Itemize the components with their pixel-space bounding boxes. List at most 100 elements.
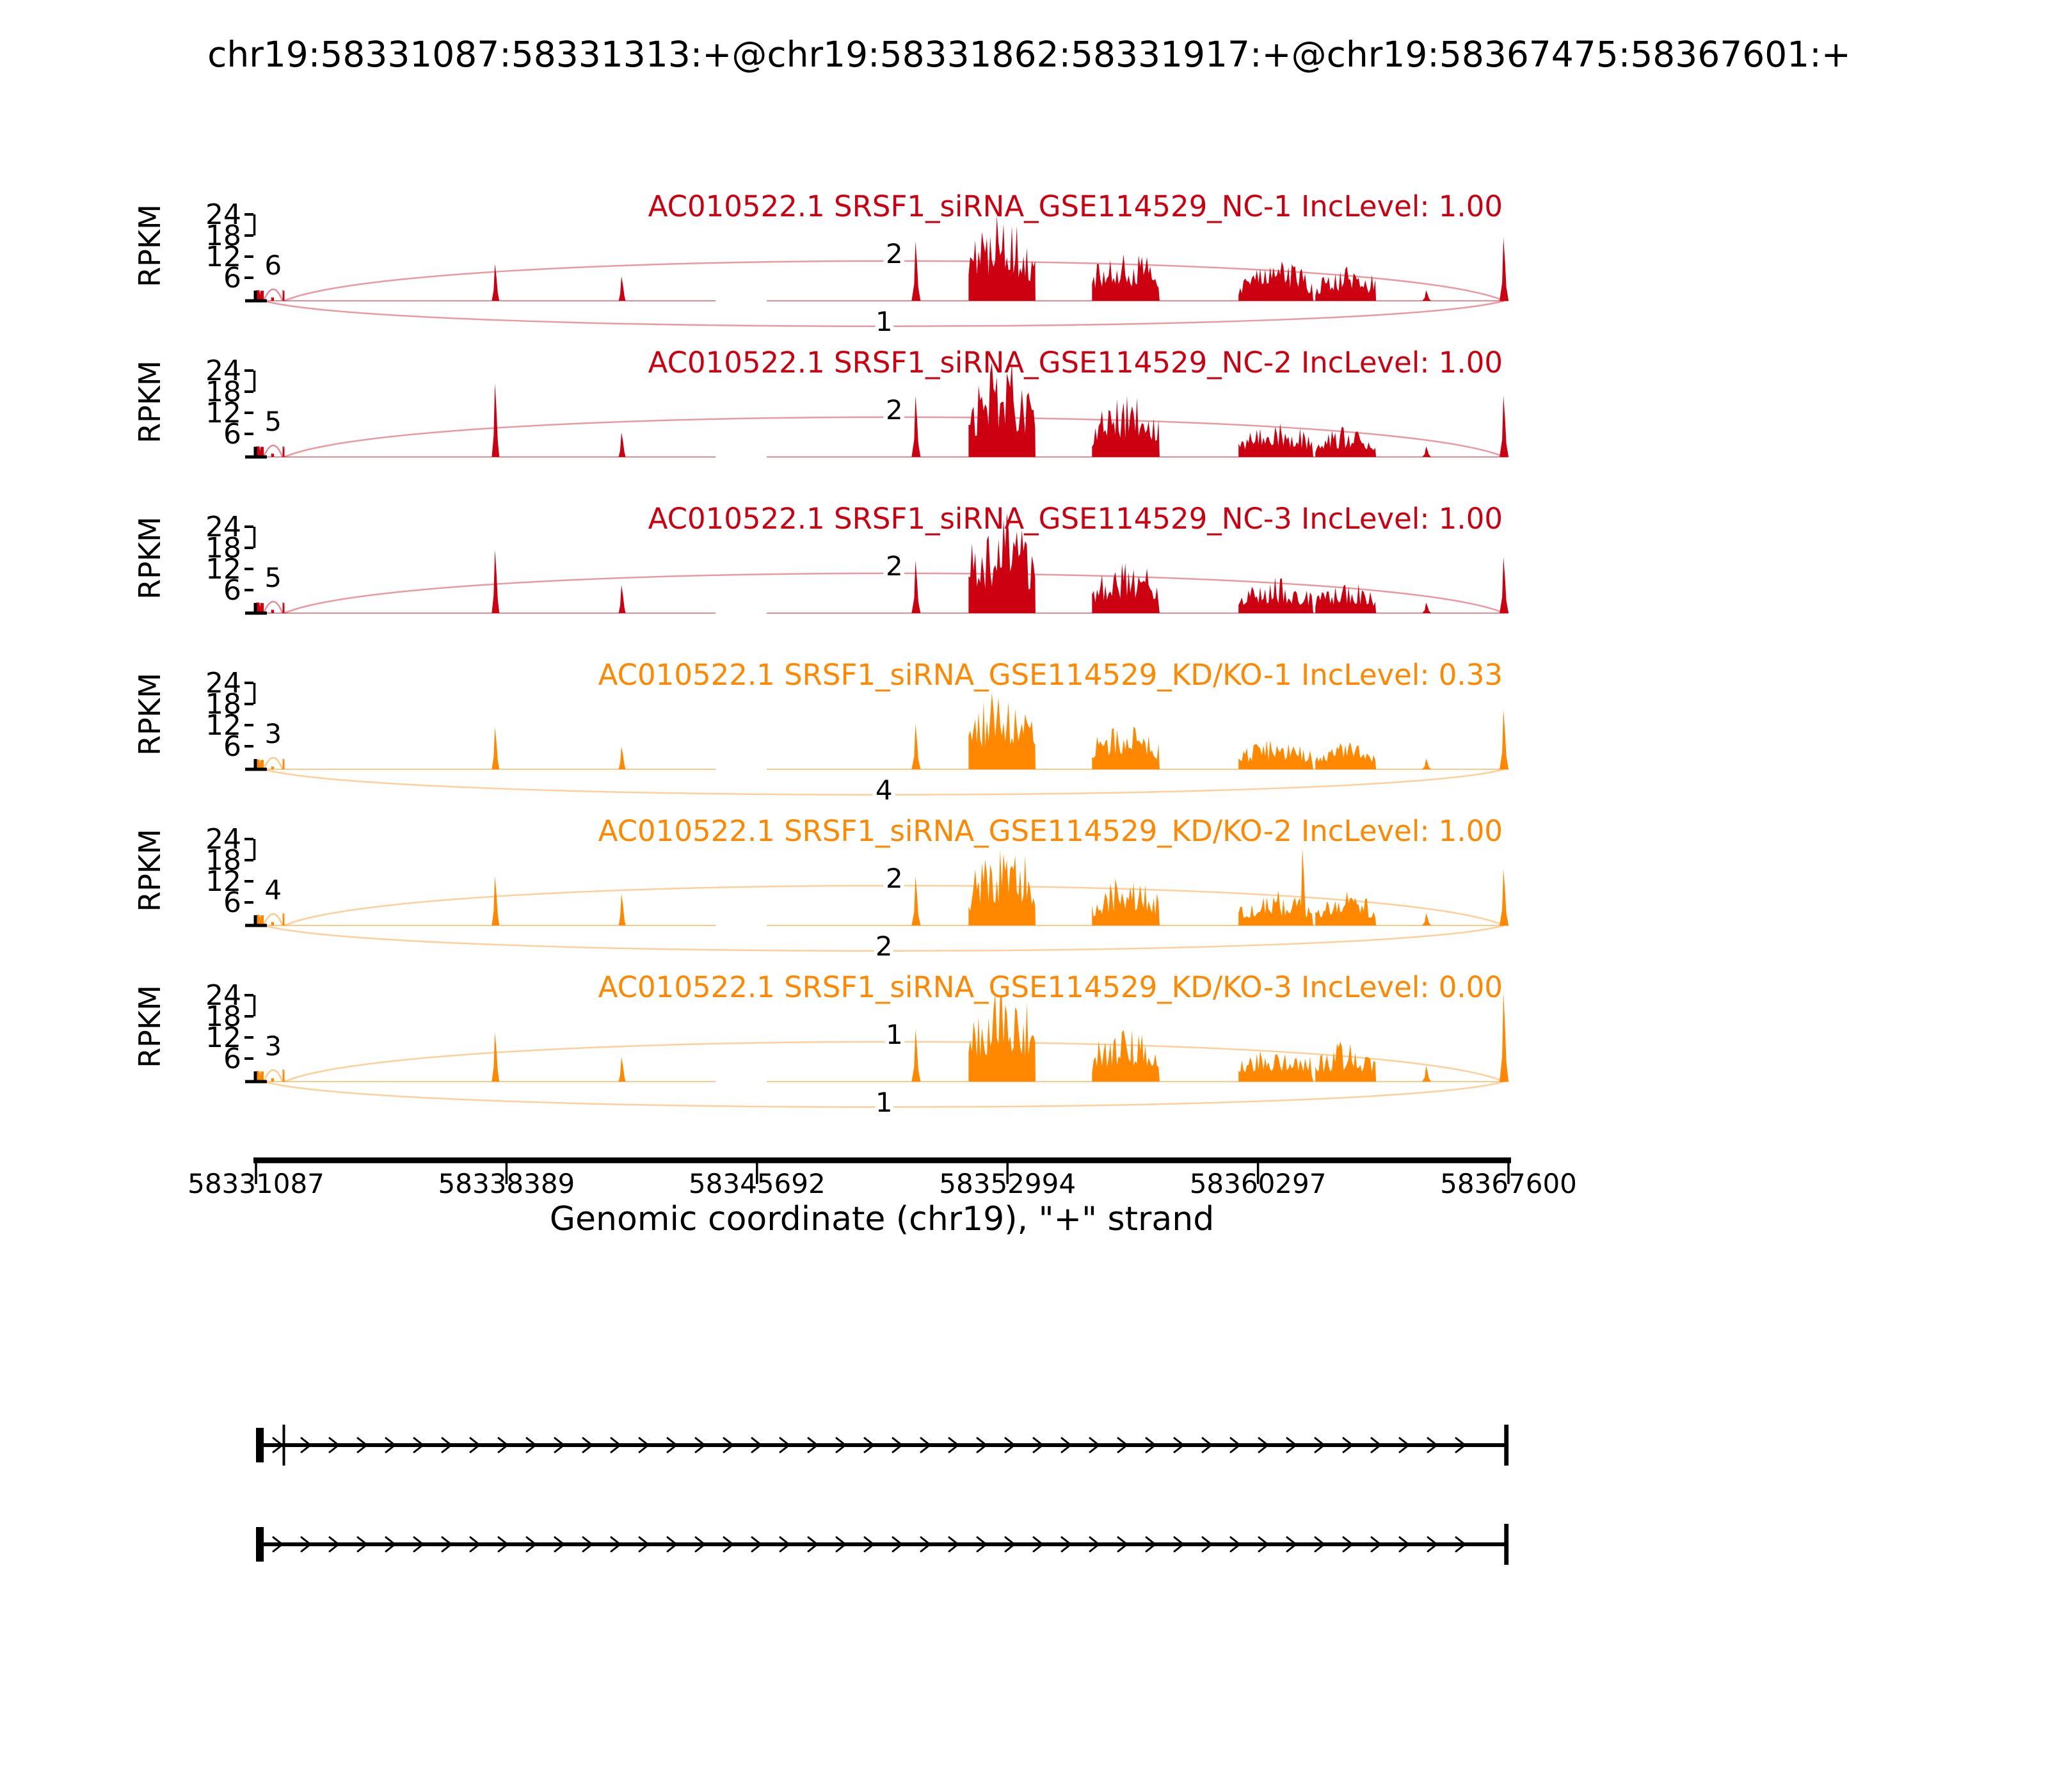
strand-arrow-icon — [835, 1543, 847, 1553]
strand-arrow-icon — [610, 1536, 621, 1546]
strand-arrow-icon — [1455, 1437, 1466, 1446]
y-tick-label: 24 — [205, 511, 241, 543]
strand-arrow-icon — [1370, 1536, 1382, 1546]
strand-arrow-icon — [497, 1444, 509, 1453]
strand-arrow-icon — [920, 1543, 931, 1553]
strand-arrow-icon — [328, 1543, 340, 1553]
strand-arrow-icon — [356, 1543, 368, 1553]
strand-arrow-icon — [920, 1444, 931, 1453]
strand-arrow-icon — [976, 1543, 988, 1553]
strand-arrow-icon — [751, 1536, 762, 1546]
junction-count-skipping: 1 — [876, 1087, 893, 1118]
strand-arrow-icon — [1145, 1536, 1156, 1546]
strand-arrow-icon — [1060, 1543, 1072, 1553]
strand-arrow-icon — [1145, 1444, 1156, 1453]
strand-arrow-icon — [525, 1543, 537, 1553]
strand-arrow-icon — [272, 1444, 284, 1453]
strand-arrow-icon — [892, 1437, 903, 1446]
strand-arrow-icon — [1173, 1444, 1185, 1453]
strand-arrow-icon — [1286, 1536, 1297, 1546]
junction-arc-skipped-to-downstream — [284, 572, 1505, 614]
strand-arrow-icon — [1427, 1536, 1438, 1546]
strand-arrow-icon — [807, 1437, 819, 1446]
strand-arrow-icon — [723, 1536, 734, 1546]
strand-arrow-icon — [525, 1536, 537, 1546]
strand-arrow-icon — [1342, 1437, 1354, 1446]
strand-arrow-icon — [976, 1437, 988, 1446]
y-tick-label: 24 — [205, 355, 241, 387]
strand-arrow-icon — [610, 1444, 621, 1453]
strand-arrow-icon — [694, 1543, 706, 1553]
junction-arc-upstream-to-skipped — [262, 444, 284, 458]
strand-arrow-icon — [779, 1536, 790, 1546]
strand-arrow-icon — [892, 1444, 903, 1453]
coverage-area — [256, 991, 1509, 1082]
strand-arrow-icon — [835, 1444, 847, 1453]
junction-arc-upstream-to-skipped — [262, 288, 284, 301]
junction-count-skipping: 1 — [876, 306, 893, 337]
strand-arrow-icon — [272, 1437, 284, 1446]
strand-arrow-icon — [1117, 1444, 1128, 1453]
y-tick-label: 18 — [205, 532, 241, 564]
track-title: AC010522.1 SRSF1_siRNA_GSE114529_NC-3 In… — [648, 502, 1503, 536]
strand-arrow-icon — [1455, 1543, 1466, 1553]
strand-arrow-icon — [1229, 1543, 1241, 1553]
strand-arrow-icon — [413, 1444, 424, 1453]
x-tick-label: 58331087 — [188, 1168, 324, 1199]
strand-arrow-icon — [385, 1437, 396, 1446]
strand-arrow-icon — [1060, 1536, 1072, 1546]
junction-count-skipped-to-downstream: 2 — [886, 394, 903, 426]
junction-count-upstream-to-skipped: 6 — [264, 250, 282, 281]
track-title: AC010522.1 SRSF1_siRNA_GSE114529_NC-1 In… — [648, 189, 1503, 223]
strand-arrow-icon — [1201, 1444, 1213, 1453]
strand-arrow-icon — [300, 1437, 312, 1446]
junction-count-skipped-to-downstream: 2 — [886, 550, 903, 582]
strand-arrow-icon — [356, 1536, 368, 1546]
strand-arrow-icon — [582, 1444, 593, 1453]
strand-arrow-icon — [1398, 1437, 1410, 1446]
x-tick-label: 58338389 — [438, 1168, 575, 1199]
junction-count-upstream-to-skipped: 3 — [264, 718, 282, 749]
strand-arrow-icon — [1427, 1437, 1438, 1446]
y-tick-label: 6 — [223, 730, 241, 763]
strand-arrow-icon — [300, 1543, 312, 1553]
track-title: AC010522.1 SRSF1_siRNA_GSE114529_KD/KO-2… — [598, 814, 1503, 848]
x-tick-label: 58367600 — [1440, 1168, 1577, 1199]
strand-arrow-icon — [976, 1536, 988, 1546]
x-tick-label: 58360297 — [1190, 1168, 1327, 1199]
x-axis: 58331087 58338389 58345692 58352994 58360297… — [188, 1157, 1577, 1199]
coverage-area — [256, 692, 1509, 769]
junction-count-upstream-to-skipped: 5 — [264, 406, 282, 437]
strand-arrow-icon — [554, 1543, 565, 1553]
strand-arrow-icon — [1004, 1543, 1016, 1553]
strand-arrow-icon — [610, 1543, 621, 1553]
strand-arrow-icon — [694, 1444, 706, 1453]
strand-arrow-icon — [1201, 1543, 1213, 1553]
strand-arrow-icon — [638, 1536, 650, 1546]
strand-arrow-icon — [385, 1536, 396, 1546]
strand-arrow-icon — [1286, 1444, 1297, 1453]
strand-arrow-icon — [413, 1543, 424, 1553]
y-tick-label: 18 — [205, 1000, 241, 1033]
isoform-structures — [256, 1425, 1509, 1565]
junction-arc-upstream-to-skipped — [262, 756, 284, 770]
y-tick-label: 24 — [205, 979, 241, 1012]
y-tick-label: 24 — [205, 198, 241, 231]
strand-arrow-icon — [300, 1536, 312, 1546]
x-tick-label: 58345692 — [689, 1168, 826, 1199]
coverage-area — [256, 848, 1509, 925]
strand-arrow-icon — [610, 1437, 621, 1446]
strand-arrow-icon — [497, 1543, 509, 1553]
strand-arrow-icon — [751, 1444, 762, 1453]
strand-arrow-icon — [497, 1536, 509, 1546]
y-tick-label: 12 — [205, 397, 241, 429]
strand-arrow-icon — [920, 1536, 931, 1546]
strand-arrow-icon — [1004, 1444, 1016, 1453]
